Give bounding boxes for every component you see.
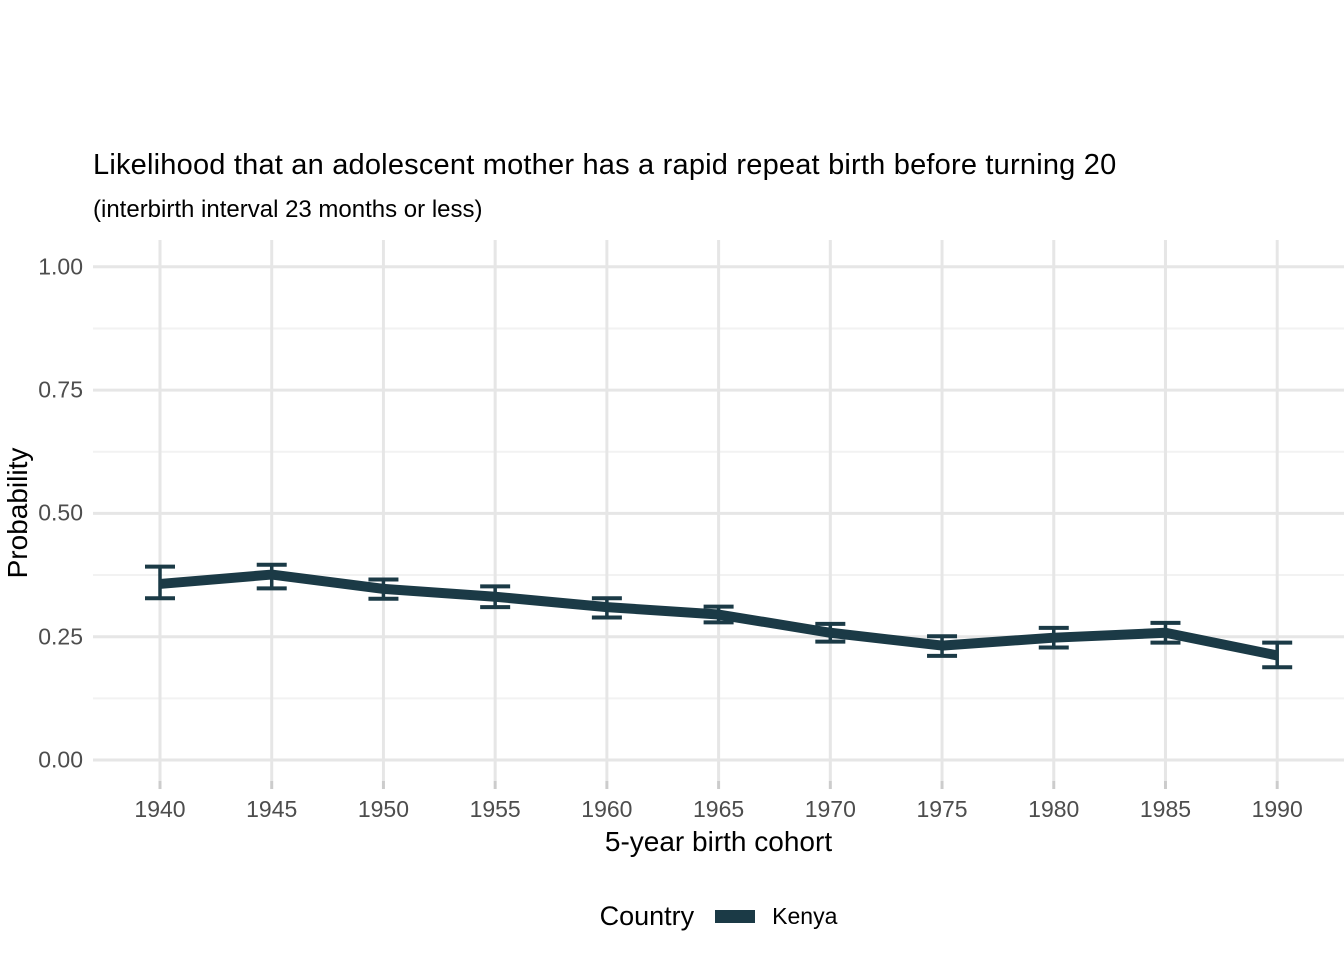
- x-tick-label-1950: 1950: [357, 796, 410, 822]
- x-tick-label-1990: 1990: [1251, 796, 1303, 822]
- x-tick-label-1940: 1940: [134, 796, 186, 822]
- chart-title: Likelihood that an adolescent mother has…: [93, 149, 1117, 181]
- y-tick-label-1.00: 1.00: [38, 253, 83, 280]
- y-tick-label-0.75: 0.75: [38, 376, 83, 403]
- series-line-kenya: [159, 569, 1279, 661]
- x-tick-label-1970: 1970: [804, 796, 856, 822]
- y-tick-label-0.50: 0.50: [38, 499, 83, 526]
- x-axis-title: 5-year birth cohort: [604, 826, 833, 857]
- chart-subtitle: (interbirth interval 23 months or less): [93, 196, 483, 223]
- y-tick-label-0.25: 0.25: [38, 623, 83, 650]
- legend-label-kenya: Kenya: [772, 903, 838, 929]
- x-tick-label-1980: 1980: [1028, 796, 1080, 822]
- y-tick-label-0.00: 0.00: [38, 746, 83, 773]
- x-tick-label-1965: 1965: [693, 796, 745, 822]
- legend: Country Kenya: [93, 901, 1344, 932]
- legend-swatch-kenya: [715, 910, 756, 923]
- x-tick-label-1985: 1985: [1139, 796, 1192, 822]
- x-tick-label-1975: 1975: [916, 796, 968, 822]
- x-tick-label-1955: 1955: [469, 796, 521, 822]
- x-tick-label-1960: 1960: [581, 796, 633, 822]
- legend-title: Country: [599, 901, 695, 931]
- x-tick-label-1945: 1945: [246, 796, 298, 822]
